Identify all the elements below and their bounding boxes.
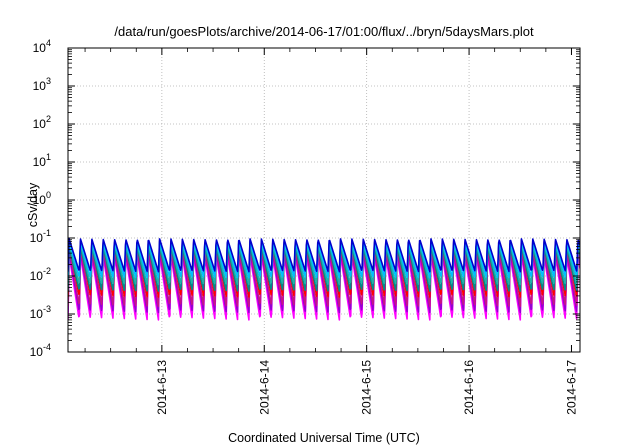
series-line [68, 240, 580, 279]
series-line [68, 243, 580, 286]
y-tick-label: 103 [33, 76, 51, 93]
axis-ticks: 10-4 10-3 10-2 10-1 100 101 102 103 104 2014-6-13… [30, 38, 580, 415]
chart-title: /data/run/goesPlots/archive/2014-06-17/0… [114, 24, 534, 39]
x-tick-label: 2014-6-15 [360, 360, 374, 415]
x-tick-label: 2014-6-13 [155, 360, 169, 415]
series-line [68, 247, 580, 308]
series-line [68, 254, 580, 321]
y-tick-label: 100 [33, 190, 51, 207]
y-tick-label: 101 [33, 152, 51, 169]
x-tick-label: 2014-6-17 [564, 360, 578, 415]
y-tick-label: 10-1 [30, 228, 51, 245]
series-line [68, 250, 580, 314]
data-series [68, 238, 580, 321]
y-tick-label: 102 [33, 114, 51, 131]
y-tick-label: 10-3 [30, 304, 51, 321]
x-axis-label: Coordinated Universal Time (UTC) [228, 431, 420, 445]
y-tick-label: 10-2 [30, 266, 51, 283]
x-tick-label: 2014-6-14 [257, 360, 271, 415]
y-tick-label: 104 [33, 38, 51, 55]
series-line [68, 238, 580, 273]
y-tick-label: 10-4 [30, 342, 51, 359]
x-tick-label: 2014-6-16 [462, 360, 476, 415]
series-line [68, 245, 580, 292]
y-axis-label: cSv/day [26, 182, 40, 227]
